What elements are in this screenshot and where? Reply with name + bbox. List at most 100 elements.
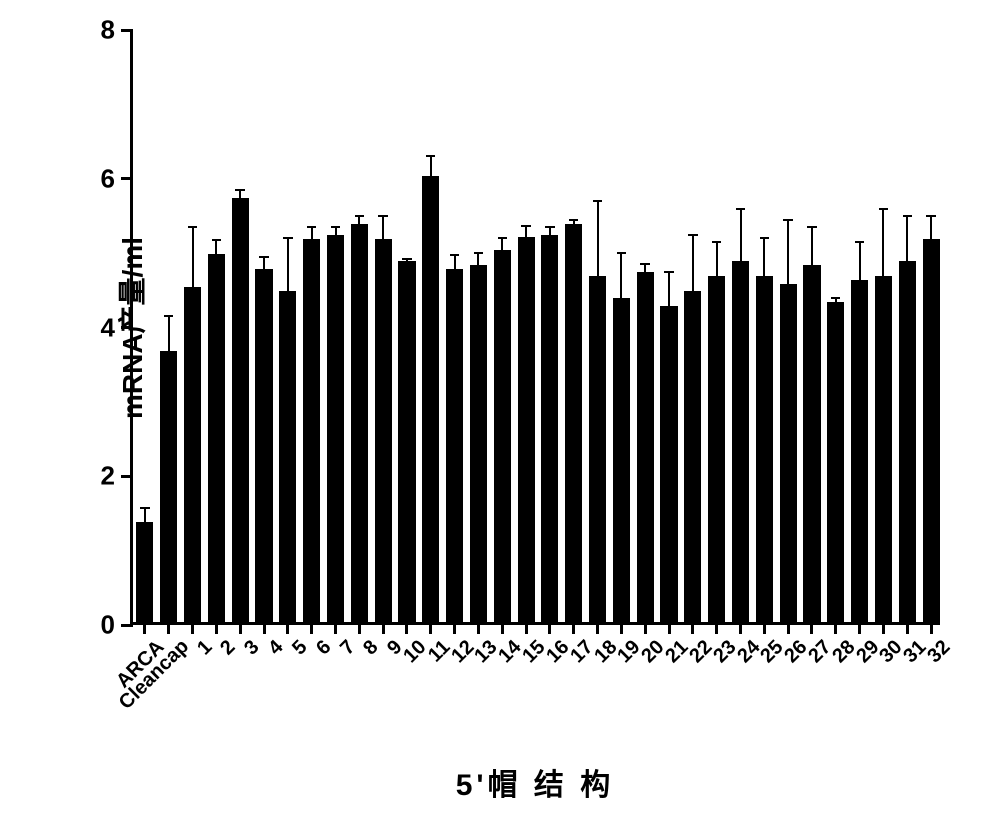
x-tick [286,622,289,634]
error-cap [664,271,673,273]
error-bar [930,216,932,242]
error-cap [164,315,173,317]
bar [756,276,773,622]
error-bar [620,253,622,301]
bar [875,276,892,622]
error-bar [692,235,694,295]
error-bar [597,201,599,279]
error-bar [454,255,456,271]
error-cap [307,226,316,228]
error-bar [716,242,718,279]
error-cap [474,252,483,254]
error-bar [573,220,575,227]
x-tick [906,622,909,634]
x-tick [620,622,623,634]
error-cap [426,155,435,157]
bar [565,224,582,622]
x-tick [239,622,242,634]
error-bar [168,316,170,353]
error-bar [763,238,765,279]
bar [732,261,749,622]
error-cap [712,241,721,243]
x-tick [668,622,671,634]
x-tick [382,622,385,634]
x-tick [263,622,266,634]
y-tick-label: 8 [101,15,115,46]
error-bar [215,240,217,256]
error-cap [688,234,697,236]
bar [518,237,535,622]
y-tick [121,177,133,180]
error-bar [335,227,337,238]
bar [279,291,296,622]
x-tick [596,622,599,634]
bar [136,522,153,622]
error-bar [787,220,789,287]
error-cap [498,237,507,239]
x-tick [930,622,933,634]
x-tick [882,622,885,634]
error-cap [617,252,626,254]
bar [232,198,249,622]
bar [660,306,677,622]
x-tick [477,622,480,634]
x-tick [501,622,504,634]
x-tick [453,622,456,634]
x-tick [358,622,361,634]
bar [589,276,606,622]
y-tick [121,326,133,329]
bar [494,250,511,622]
x-tick [429,622,432,634]
error-cap [331,226,340,228]
bar [446,269,463,622]
bar [708,276,725,622]
plot-area: 02468ARCACleancap12345678910111213141516… [130,30,940,625]
error-cap [926,215,935,217]
bar [327,235,344,622]
error-cap [783,219,792,221]
error-bar [239,190,241,201]
bar [827,302,844,622]
bar [780,284,797,622]
error-bar [882,209,884,280]
bar [375,239,392,622]
x-tick [548,622,551,634]
x-tick [405,622,408,634]
error-cap [855,241,864,243]
x-tick [167,622,170,634]
error-bar [477,253,479,268]
error-bar [358,216,360,227]
error-bar [835,298,837,305]
error-bar [906,216,908,264]
x-tick [191,622,194,634]
error-cap [450,254,459,256]
bar [923,239,940,622]
bar [208,254,225,622]
error-bar [644,264,646,275]
error-cap [640,263,649,265]
error-bar [287,238,289,294]
y-tick-label: 0 [101,610,115,641]
error-bar [549,227,551,238]
error-bar [525,226,527,239]
bars-container [133,30,940,622]
error-cap [903,215,912,217]
x-tick [644,622,647,634]
x-tick [739,622,742,634]
bar [851,280,868,622]
bar [422,176,439,622]
x-tick [763,622,766,634]
error-bar [430,156,432,178]
error-cap [140,507,149,509]
error-cap [188,226,197,228]
bar [637,272,654,622]
y-tick-label: 4 [101,312,115,343]
error-cap [355,215,364,217]
error-cap [736,208,745,210]
error-cap [545,226,554,228]
x-tick [334,622,337,634]
error-cap [235,189,244,191]
error-cap [402,258,411,260]
x-tick [858,622,861,634]
error-cap [378,215,387,217]
